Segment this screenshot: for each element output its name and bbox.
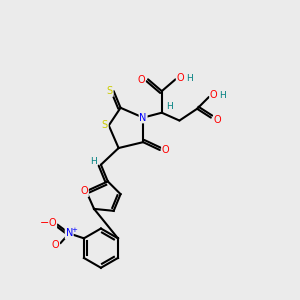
Text: O: O — [210, 90, 218, 100]
Text: H: H — [90, 157, 96, 166]
Text: O: O — [214, 115, 221, 124]
Text: S: S — [102, 121, 108, 130]
Text: H: H — [186, 74, 193, 83]
Text: −: − — [40, 218, 50, 228]
Text: N: N — [65, 228, 73, 239]
Text: O: O — [52, 240, 59, 250]
Text: N: N — [140, 112, 147, 123]
Text: +: + — [71, 227, 77, 233]
Text: O: O — [49, 218, 56, 228]
Text: O: O — [177, 74, 184, 83]
Text: O: O — [80, 186, 88, 196]
Text: O: O — [137, 75, 145, 85]
Text: S: S — [107, 86, 113, 96]
Text: H: H — [166, 102, 173, 111]
Text: O: O — [162, 145, 169, 155]
Text: H: H — [219, 91, 226, 100]
